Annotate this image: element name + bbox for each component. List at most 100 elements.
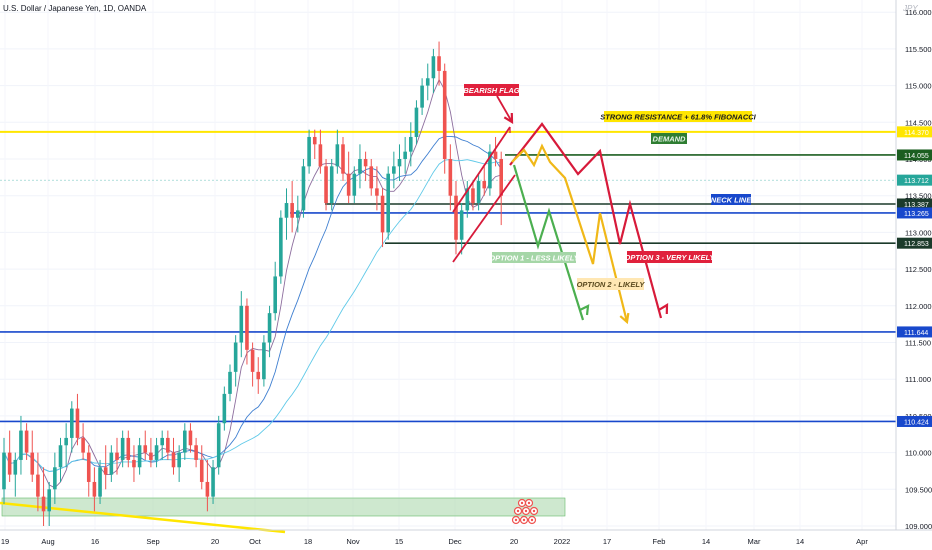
candle [171,437,176,475]
candle-body [363,159,368,167]
y-tick-label: 115.500 [905,45,932,54]
candle-body [420,85,424,108]
price-tag-bg [897,207,932,219]
candle [98,459,102,504]
candle-body [414,107,419,137]
y-tick-label: 109.500 [905,485,932,494]
x-tick-label: Dec [448,537,462,546]
candle-body [126,437,131,460]
candle [216,415,221,475]
event-marker-dot [514,518,518,522]
candle [488,144,492,196]
candle-body [211,467,215,497]
price-tag-bg [897,149,932,161]
y-tick-label: 111.000 [905,375,931,384]
candle-body [476,181,481,204]
candle-body [53,467,57,490]
candle-body [160,437,164,446]
candle-body [75,408,80,438]
candle [346,151,351,204]
demand-zone-box [1,497,566,517]
candle [137,437,142,475]
candle [36,452,40,512]
candle-body [70,408,74,438]
option1-label: OPTION 1 - LESS LIKELY [489,252,580,263]
price-tag-label: 114.370 [904,130,929,137]
event-marker-icon[interactable] [519,515,529,525]
price-tag-bg [897,126,932,138]
demand-label-bg [651,133,687,144]
option3-path [509,122,663,319]
option3-label-text: OPTION 3 - VERY LIKELY [624,253,715,262]
y-tick-label: 112.500 [905,265,932,274]
annotation-labels: BEARISH FLAG STRONG RESISTANCE + 61.8% FI… [463,84,757,290]
watermark-text: JPY [903,4,918,13]
x-tick-label: 20 [510,537,518,546]
event-marker-icon[interactable] [513,506,523,516]
candle-body [149,452,153,460]
candle-body [132,459,136,468]
candle-body [369,166,374,189]
candle-body [183,430,187,453]
candle [205,459,210,512]
candle [143,430,148,460]
candle-body [36,474,40,497]
candle [329,159,334,211]
candle-body [403,151,407,159]
candle [177,445,181,482]
candle [13,452,18,497]
price-axis[interactable]: 116.000115.500115.000114.500114.000113.5… [897,8,932,531]
neck-line-label: NECK LINE [711,194,752,205]
candle-body [256,371,261,380]
option3-label-bg [627,251,712,263]
event-marker-icon[interactable] [524,498,534,508]
x-tick-label: Aug [41,537,54,546]
x-tick-label: 14 [702,537,710,546]
candle [431,48,436,93]
candle [296,195,300,233]
candle-body [143,445,148,453]
price-tag: 112.853 [897,237,932,249]
demand-label: DEMAND [651,133,687,144]
candle-body [442,70,447,159]
candle [358,144,362,189]
flag-lower-line [452,174,516,263]
candle [409,122,413,167]
price-tag-bg [897,326,932,338]
candle [267,305,272,358]
candle-body [437,56,441,71]
y-tick-label: 116.000 [905,8,932,17]
event-marker-icon[interactable] [511,515,521,525]
candle-body [216,423,221,468]
y-tick-label: 109.000 [905,522,932,531]
candle [454,181,458,255]
strong-resistance-label: STRONG RESISTANCE + 61.8% FIBONACCI [600,111,757,122]
candle [211,459,215,504]
event-marker-icon[interactable] [517,498,527,508]
bearish-flag-arrow [496,95,513,123]
candle-body [239,305,244,343]
candle [312,129,317,159]
event-marker-icon[interactable] [521,506,531,516]
event-marker-icon[interactable] [527,515,537,525]
candle-body [2,452,6,490]
time-axis[interactable]: 19 Aug 16 Sep 20 Oct 18 Nov 15 Dec 20 2022 17 Feb 14 Ma… [1,537,869,546]
event-marker-icon[interactable] [529,506,539,516]
candle-body [199,459,204,482]
candle [375,166,379,211]
candle [2,437,6,504]
candle [132,445,136,482]
price-tag: 113.387 [897,198,932,210]
candle [448,144,453,211]
candle [120,430,125,468]
candle-body [346,173,351,196]
price-tag: 114.055 [897,149,932,161]
event-marker-dot [530,518,534,522]
candle [476,173,481,211]
candle-body [58,445,63,468]
candle-body [154,445,159,460]
candle-body [482,181,487,189]
candle [86,445,91,497]
candle-body [312,136,317,145]
